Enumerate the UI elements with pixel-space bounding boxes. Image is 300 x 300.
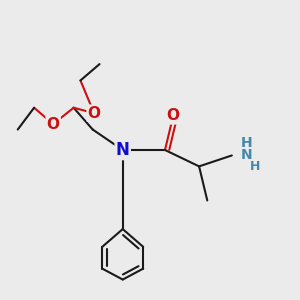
Text: H: H	[241, 136, 253, 150]
Text: O: O	[88, 106, 100, 121]
Text: H: H	[250, 160, 260, 173]
Text: N: N	[241, 148, 253, 163]
Text: N: N	[116, 141, 130, 159]
Text: O: O	[47, 117, 60, 132]
Text: O: O	[167, 108, 180, 123]
